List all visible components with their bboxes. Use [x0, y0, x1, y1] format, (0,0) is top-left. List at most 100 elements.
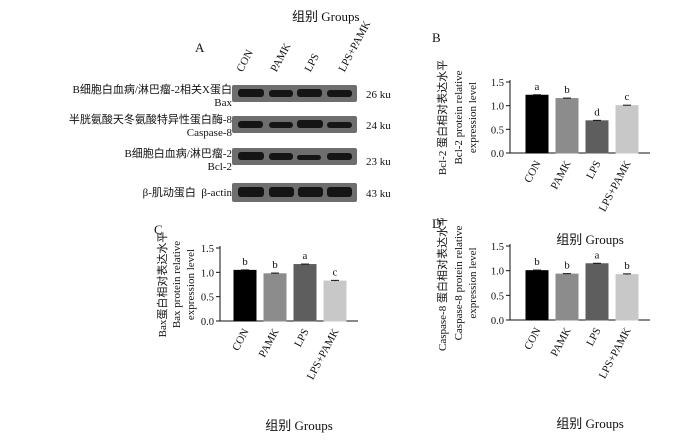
blot-row-bax-size: 26 ku	[366, 89, 391, 101]
band	[238, 121, 263, 128]
band	[327, 153, 352, 160]
blot-strip-bax	[232, 85, 357, 102]
bar-con	[233, 269, 257, 322]
x-axis-label: 组别 Groups	[556, 232, 624, 247]
x-tick-label: CON	[522, 326, 544, 352]
y-axis-label-en2: expression level	[467, 82, 479, 153]
y-tick-label: 0.0	[491, 316, 504, 327]
panel-a-letter: A	[195, 40, 205, 55]
band	[269, 187, 294, 197]
significance-letter: c	[333, 266, 338, 278]
band	[269, 122, 293, 128]
blot-strip-bcl2	[232, 148, 357, 165]
panel-letter: B	[432, 30, 441, 45]
lane-label-con: CON	[234, 47, 256, 74]
significance-letter: a	[303, 250, 308, 262]
x-tick-label: PAMK	[549, 326, 574, 359]
blot-row-casp8-en: Caspase-8	[186, 127, 232, 139]
y-axis-label-zh: Bcl-2 蛋白相对表达水平	[435, 60, 449, 175]
bar-lps	[585, 120, 609, 154]
bar-lps-pamk	[615, 274, 639, 321]
significance-letter: b	[564, 260, 570, 272]
y-tick-label: 0.5	[491, 125, 504, 136]
x-tick-label: LPS+PAMK	[597, 159, 634, 214]
bar-con	[525, 270, 549, 321]
band	[238, 89, 264, 97]
y-tick-label: 1.5	[491, 242, 504, 253]
blot-row-actin-zh: β-肌动蛋白	[142, 187, 196, 199]
bar-pamk	[555, 273, 579, 321]
y-tick-label: 1.5	[201, 244, 214, 255]
bar-lps-pamk	[323, 280, 347, 322]
blot-row-bcl2-zh: B细胞白血病/淋巴瘤-2	[124, 148, 232, 160]
y-tick-label: 0.5	[201, 293, 214, 304]
x-tick-label: LPS	[292, 327, 312, 349]
x-tick-label: LPS+PAMK	[597, 326, 634, 381]
lane-label-lps: LPS	[302, 51, 322, 74]
blot-row-casp8-size: 24 ku	[366, 120, 391, 132]
blot-row-bcl2-en: Bcl-2	[207, 161, 232, 173]
y-tick-label: 0.5	[491, 291, 504, 302]
blot-row-actin-en: β-actin	[201, 187, 232, 199]
bar-con	[525, 94, 549, 154]
bar-pamk	[263, 273, 287, 322]
blot-row-bcl2-label: B细胞白血病/淋巴瘤-2 Bcl-2	[0, 148, 232, 174]
band	[327, 90, 352, 97]
band	[327, 187, 352, 197]
y-tick-label: 0.0	[201, 317, 214, 328]
band	[327, 122, 352, 128]
x-tick-label: LPS	[584, 159, 604, 181]
bar-lps-pamk	[615, 105, 639, 154]
band	[297, 155, 321, 160]
x-tick-label: CON	[522, 159, 544, 185]
band	[297, 120, 323, 128]
blot-row-bax-en: Bax	[214, 97, 232, 109]
band	[238, 152, 264, 160]
blot-row-casp8-label: 半胱氨酸天冬氨酸特异性蛋白酶-8 Caspase-8	[0, 114, 232, 140]
band	[298, 187, 323, 197]
x-tick-label: LPS	[584, 326, 604, 348]
y-tick-label: 1.0	[201, 268, 214, 279]
y-tick-label: 0.0	[491, 149, 504, 160]
significance-letter: a	[595, 249, 600, 261]
significance-letter: b	[272, 259, 278, 271]
x-tick-label: LPS+PAMK	[305, 327, 342, 382]
y-axis-label-en: Bax protein relative	[171, 241, 183, 328]
x-tick-label: PAMK	[257, 327, 282, 360]
y-axis-label-zh: Caspase-8 蛋白相对表达水平	[435, 218, 449, 351]
bar-chart-bcl2: B Bcl-2 蛋白相对表达水平 Bcl-2 protein relative exp…	[432, 30, 650, 247]
lane-label-pamk: PAMK	[268, 41, 294, 74]
blot-groups-label: 组别 Groups	[292, 9, 360, 24]
band	[269, 153, 293, 160]
y-tick-label: 1.5	[491, 78, 504, 89]
band	[297, 89, 322, 97]
band	[238, 187, 264, 197]
y-tick-label: 1.0	[491, 267, 504, 278]
significance-letter: b	[564, 84, 570, 96]
blot-row-bax-label: B细胞白血病/淋巴瘤-2相关X蛋白 Bax	[0, 84, 233, 110]
bar-lps	[293, 264, 317, 322]
y-tick-label: 1.0	[491, 102, 504, 113]
significance-letter: d	[594, 106, 600, 118]
x-axis-label: 组别 Groups	[556, 416, 624, 431]
significance-letter: b	[242, 256, 248, 268]
x-axis-label: 组别 Groups	[265, 418, 333, 433]
blot-row-bcl2-size: 23 ku	[366, 156, 391, 168]
y-axis-label-zh: Bax蛋白相对表达水平	[155, 232, 169, 338]
panel-letter: D	[432, 218, 441, 231]
y-axis-label-en: Caspase-8 protein relative	[453, 225, 465, 340]
blot-row-casp8-zh: 半胱氨酸天冬氨酸特异性蛋白酶-8	[68, 114, 232, 126]
y-axis-label-en2: expression level	[185, 249, 197, 320]
x-tick-label: CON	[230, 327, 252, 353]
significance-letter: b	[534, 256, 540, 268]
band	[269, 90, 293, 97]
blot-row-actin-label: β-肌动蛋白 β-actin	[0, 187, 232, 200]
y-axis-label-en2: expression level	[467, 247, 479, 318]
bar-lps	[585, 263, 609, 321]
blot-strip-actin	[232, 183, 357, 202]
x-tick-label: PAMK	[549, 159, 574, 192]
blot-row-bax-zh: B细胞白血病/淋巴瘤-2相关X蛋白	[72, 84, 233, 96]
y-axis-label-en: Bcl-2 protein relative	[453, 70, 465, 164]
